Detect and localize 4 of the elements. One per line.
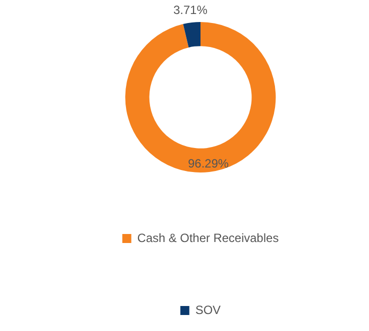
- data-label: 96.29%: [188, 156, 229, 170]
- legend-label: Cash & Other Receivables: [137, 230, 279, 245]
- legend-label: SOV: [195, 302, 221, 317]
- data-label: 3.71%: [173, 2, 208, 17]
